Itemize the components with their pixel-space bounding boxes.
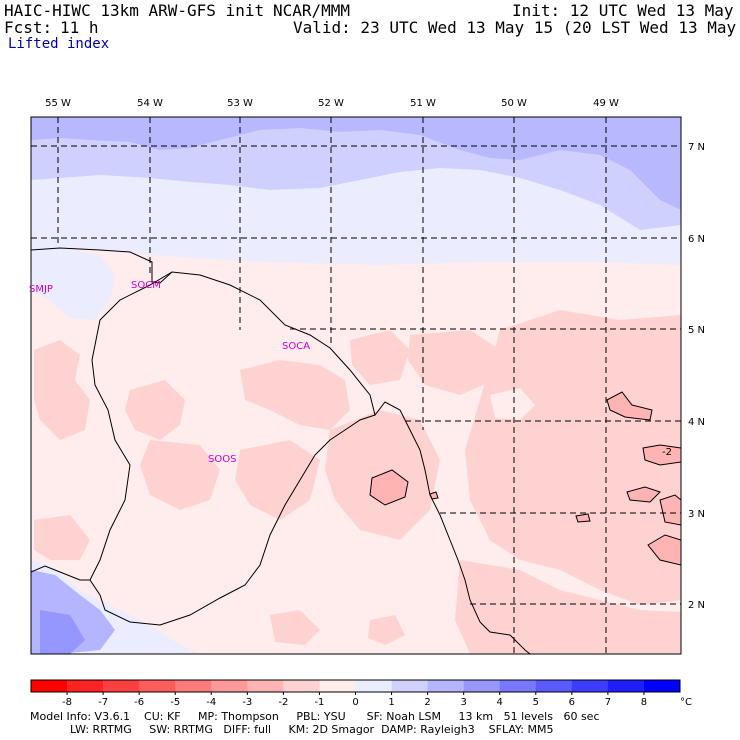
shade-pink-7 — [350, 330, 410, 385]
colorbar-tick-label: 5 — [533, 697, 539, 708]
shade-pink-12 — [270, 610, 320, 645]
colorbar-tick-label: 8 — [641, 697, 647, 708]
shade-cell-4 — [626, 486, 661, 503]
colorbar-swatch — [499, 680, 537, 692]
colorbar-tick-label: 1 — [388, 697, 394, 708]
lat-label: 3 N — [688, 509, 705, 520]
shade-cell-7 — [575, 513, 591, 523]
contour-label: -2 — [662, 447, 672, 458]
station-labels: SMJP SOCM SOCA SOOS — [29, 280, 310, 465]
valid-time: Valid: 23 UTC Wed 13 May 15 (20 LST Wed … — [293, 18, 740, 37]
colorbar-tick-label: 2 — [424, 697, 430, 708]
colorbar-tick-label: -3 — [242, 697, 252, 708]
colorbar-swatch — [283, 680, 320, 692]
lon-label: 54 W — [137, 98, 163, 109]
colorbar-tick-label: -2 — [278, 697, 288, 708]
colorbar-swatch — [211, 680, 248, 692]
colorbar-swatch — [643, 680, 681, 692]
lon-label: 50 W — [501, 98, 527, 109]
colorbar-tick-label: -8 — [62, 697, 72, 708]
graticule — [31, 117, 681, 654]
lon-label: 53 W — [227, 98, 253, 109]
colorbar-swatch — [103, 680, 140, 692]
lon-labels: 55 W 54 W 53 W 52 W 51 W 50 W 49 W — [45, 98, 619, 109]
colorbar-tick-label: -7 — [98, 697, 108, 708]
boundaries-layer — [31, 247, 531, 654]
station-smjp: SMJP — [29, 284, 53, 295]
colorbar-tick-label: 6 — [569, 697, 575, 708]
shade-cell-1 — [369, 469, 409, 506]
shade-pink-4 — [140, 440, 220, 510]
lat-label: 2 N — [688, 600, 705, 611]
shade-pink-2 — [125, 380, 185, 440]
colorbar-swatch — [535, 680, 573, 692]
shade-blue-3 — [31, 117, 681, 210]
shade-cell-2 — [606, 391, 653, 421]
station-socm: SOCM — [131, 280, 161, 291]
forecast-label: Fcst: — [4, 18, 53, 37]
colorbar-swatch — [31, 680, 68, 692]
colorbar-tick-label: -5 — [170, 697, 180, 708]
shade-pink-10 — [455, 560, 681, 654]
shade-cell-3 — [642, 444, 681, 466]
colorbar-tick-label: -4 — [206, 697, 216, 708]
shade-pink-5 — [235, 440, 320, 520]
shade-cell-6 — [647, 534, 681, 566]
lon-label: 49 W — [593, 98, 619, 109]
border-southern — [31, 414, 376, 626]
lat-label: 5 N — [688, 325, 705, 336]
org-label: NCAR/MMM — [273, 1, 351, 20]
shade-pink-9 — [465, 310, 681, 605]
colorbar-tick-label: -6 — [134, 697, 144, 708]
colorbar-tick-label: -1 — [314, 697, 324, 708]
lon-label: 51 W — [410, 98, 436, 109]
colorbar-swatch — [355, 680, 392, 692]
colorbar-swatch — [319, 680, 356, 692]
field-name: Lifted index — [8, 36, 110, 52]
border-suriname-guyana — [89, 271, 173, 581]
lat-labels: 7 N 6 N 5 N 4 N 3 N 2 N — [688, 142, 705, 611]
colorbar-swatch — [391, 680, 428, 692]
map-frame — [30, 116, 682, 655]
shade-pink-11 — [34, 515, 90, 560]
station-soos: SOOS — [208, 454, 236, 465]
shade-blue-4 — [31, 246, 115, 320]
colorbar-tick-label: 3 — [460, 697, 466, 708]
shade-pink-1 — [34, 340, 90, 440]
model-info-line1: Model Info: V3.6.1 CU: KF MP: Thompson P… — [30, 710, 600, 723]
shade-cell-5 — [659, 494, 681, 526]
colorbar-swatch — [67, 680, 104, 692]
colorbar-tick-label: 4 — [497, 697, 503, 708]
colorbar-unit: °C — [680, 697, 692, 708]
colorbar-swatch — [427, 680, 464, 692]
colorbar-swatch — [607, 680, 645, 692]
forecast-hour: 11 h — [60, 18, 99, 37]
shade-pink-3 — [240, 360, 350, 430]
colorbar-swatch — [139, 680, 176, 692]
lon-label: 55 W — [45, 98, 71, 109]
shade-pink-14 — [490, 388, 535, 420]
shade-pink-13 — [368, 615, 405, 645]
lat-label: 6 N — [688, 234, 705, 245]
colorbar-swatch — [175, 680, 212, 692]
colorbar-swatch — [463, 680, 501, 692]
colorbar-tick-label: 7 — [605, 697, 611, 708]
lon-label: 52 W — [318, 98, 344, 109]
lat-label: 7 N — [688, 142, 705, 153]
station-soca: SOCA — [282, 341, 310, 352]
init-time: Init: 12 UTC Wed 13 May 15 — [512, 1, 740, 20]
shading-layer — [31, 117, 681, 654]
shade-blue-7 — [40, 610, 85, 654]
lat-label: 4 N — [688, 417, 705, 428]
shade-pink-8 — [408, 330, 500, 395]
colorbar-ticks: -8 -7 -6 -5 -4 -3 -2 -1 0 1 2 3 4 5 6 7 8 — [62, 692, 647, 708]
model-title: HAIC-HIWC 13km ARW-GFS init — [4, 1, 265, 20]
model-info-line2: LW: RRTMG SW: RRTMG DIFF: full KM: 2D Sm… — [70, 723, 554, 736]
colorbar — [30, 679, 681, 693]
colorbar-tick-label: 0 — [352, 697, 358, 708]
colorbar-swatch — [247, 680, 284, 692]
colorbar-swatch — [571, 680, 609, 692]
